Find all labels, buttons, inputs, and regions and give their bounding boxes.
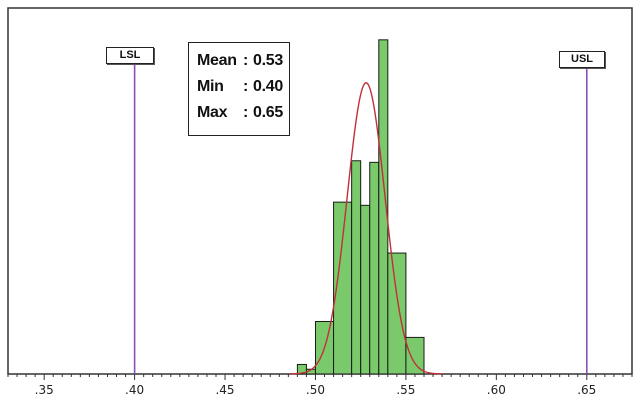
x-tick-label: .65 bbox=[577, 383, 596, 397]
stat-separator: : bbox=[243, 52, 249, 69]
plot-frame bbox=[7, 7, 633, 375]
stat-min-value: 0.40 bbox=[253, 78, 283, 95]
usl-label: USL bbox=[559, 51, 605, 68]
x-tick-label: .40 bbox=[125, 383, 144, 397]
stats-box: Mean : 0.53 Min : 0.40 Max : 0.65 bbox=[188, 42, 290, 136]
stat-max: Max : 0.65 bbox=[197, 100, 289, 126]
normal-curve bbox=[290, 82, 443, 375]
x-tick-label: .60 bbox=[487, 383, 506, 397]
x-tick-label: .35 bbox=[35, 383, 54, 397]
stat-separator: : bbox=[243, 104, 249, 121]
spec-limit-lines bbox=[133, 64, 588, 374]
lsl-label: LSL bbox=[106, 47, 154, 64]
histogram-bar bbox=[360, 204, 371, 375]
stat-mean: Mean : 0.53 bbox=[197, 48, 289, 74]
stat-separator: : bbox=[243, 78, 249, 95]
stat-min-label: Min bbox=[197, 78, 224, 95]
histogram-bar bbox=[369, 161, 380, 375]
x-axis-tick-labels: .35 .40 .45 .50 .55 .60 .65 bbox=[35, 383, 597, 397]
stat-max-value: 0.65 bbox=[253, 104, 283, 121]
histogram-bar bbox=[351, 160, 362, 375]
histogram-bar bbox=[378, 39, 389, 375]
histogram-bar bbox=[387, 252, 407, 375]
stat-min: Min : 0.40 bbox=[197, 74, 289, 100]
histogram-bar bbox=[405, 336, 425, 375]
x-tick-label: .55 bbox=[396, 383, 415, 397]
x-tick-label: .50 bbox=[306, 383, 325, 397]
x-axis-ticks bbox=[7, 374, 633, 380]
stat-mean-value: 0.53 bbox=[253, 52, 283, 69]
stat-mean-label: Mean bbox=[197, 52, 237, 69]
x-tick-label: .45 bbox=[215, 383, 234, 397]
stat-max-label: Max bbox=[197, 104, 228, 121]
histogram-bars bbox=[296, 39, 425, 375]
